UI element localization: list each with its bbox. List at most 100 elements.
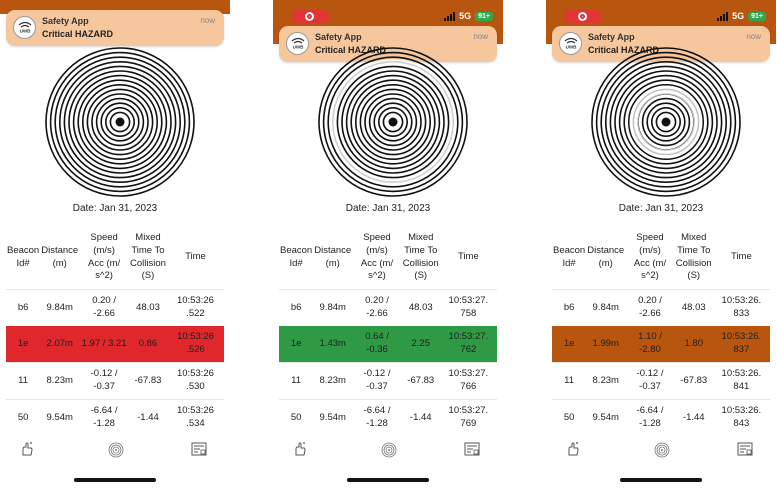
column-header: Mixed Time To Collision (S)	[129, 226, 167, 290]
cell-ttc: -67.83	[401, 362, 440, 400]
cell-id: 11	[552, 362, 587, 400]
hand-pointer-icon[interactable]	[20, 442, 34, 461]
column-header-line: (m/s)	[93, 244, 115, 256]
column-header-line: Collision	[675, 257, 712, 269]
target-ring	[86, 88, 154, 156]
receipt-icon[interactable]	[191, 442, 207, 461]
status-right: 5G 91+	[444, 11, 493, 21]
cell-speed: 1.10 / -2.80	[638, 331, 662, 355]
phone-screen: 5G 91+ UWB Safety App Critical HAZARD now Date…	[546, 0, 776, 494]
column-header-line: Distance	[41, 244, 79, 256]
radar-icon[interactable]	[108, 442, 124, 463]
table-row[interactable]: 11 8.23m -0.12 / -0.37 -67.83 10:53:27. 766	[279, 362, 497, 400]
target-ring	[595, 51, 737, 193]
cell-distance: 2.07m	[46, 337, 73, 349]
radar-icon[interactable]	[654, 442, 670, 463]
column-header-line: Speed	[363, 231, 391, 243]
notification-app-name: Safety App	[588, 32, 635, 42]
battery-badge: 91+	[748, 11, 766, 21]
column-header: Time	[167, 226, 224, 290]
beacon-table: Beacon Id# Distance (m) Speed (m/s) Acc (m/s^2…	[279, 226, 497, 436]
record-icon	[578, 12, 587, 21]
column-header-line: Id#	[289, 257, 303, 269]
hazard-notification[interactable]: UWB Safety App Critical HAZARD now	[552, 26, 770, 62]
cell-ttc: -67.83	[129, 362, 167, 400]
target-ring	[336, 65, 450, 179]
cell-distance: 9.84m	[313, 289, 353, 326]
proximity-target	[318, 47, 468, 197]
column-header-line: s^2)	[95, 270, 113, 282]
target-ring	[600, 56, 732, 188]
cell-speed: -0.12 / -0.37	[79, 362, 130, 400]
column-header-line: Acc (m/	[88, 257, 121, 269]
radar-icon[interactable]	[381, 442, 397, 463]
cell-ttc: 48.03	[401, 289, 440, 326]
target-ring	[359, 88, 427, 156]
hand-pointer-icon[interactable]	[566, 442, 580, 461]
hand-pointer-icon[interactable]	[293, 442, 307, 461]
cell-speed: 0.20 / -2.66	[352, 289, 402, 326]
battery-badge: 91+	[475, 11, 493, 21]
column-header-line: (m)	[325, 257, 340, 269]
table-row[interactable]: 1e 1.99m 1.10 / -2.80 1.80 10:53:26. 837	[552, 326, 770, 363]
hazard-notification[interactable]: UWB Safety App Critical HAZARD now	[279, 26, 497, 62]
record-icon	[305, 12, 314, 21]
target-ring	[382, 111, 404, 133]
target-ring	[68, 70, 172, 174]
target-ring	[81, 83, 159, 161]
table-row[interactable]: b6 9.84m 0.20 / -2.66 48.03 10:53:26 .522	[6, 289, 224, 326]
receipt-icon[interactable]	[464, 442, 480, 461]
column-header: Speed (m/s) Acc (m/s^2)	[79, 226, 129, 290]
cell-distance: 8.23m	[586, 362, 626, 400]
cell-distance: 9.84m	[586, 289, 626, 326]
target-ring	[58, 60, 182, 184]
target-ring	[627, 83, 705, 161]
beacon-table: Beacon Id# Distance (m) Speed (m/s) Acc (m/s^2…	[552, 226, 770, 436]
safety-app-icon: UWB	[286, 32, 309, 55]
cell-time: 10:53:27. 758	[439, 289, 497, 326]
table-row[interactable]: b6 9.84m 0.20 / -2.66 48.03 10:53:26. 833	[552, 289, 770, 326]
target-ring	[91, 93, 149, 151]
cell-id: 1e	[563, 337, 575, 349]
phone-screen: 5G 91+ UWB Safety App Critical HAZARD now Date…	[273, 0, 503, 494]
column-header-line: Time To	[677, 244, 711, 256]
uwb-logo-text: UWB	[20, 29, 31, 34]
home-indicator[interactable]	[620, 478, 702, 482]
table-row[interactable]: 50 9.54m -6.64 / -1.28 -1.44 10:53:26. 843	[552, 399, 770, 436]
target-ring	[341, 70, 445, 174]
cell-speed: 0.64 / -0.36	[365, 331, 389, 355]
column-header-line: Collision	[130, 257, 166, 269]
date-label: Date: Jan 31, 2023	[72, 203, 158, 214]
column-header-line: (m)	[52, 257, 67, 269]
target-ring	[373, 102, 413, 142]
target-ring	[354, 83, 432, 161]
table-row[interactable]: 1e 1.43m 0.64 / -0.36 2.25 10:53:27. 762	[279, 326, 497, 363]
table-row[interactable]: 11 8.23m -0.12 / -0.37 -67.83 10:53:26 .530	[6, 362, 224, 400]
table-row[interactable]: 1e 2.07m 1.97 / 3.21 0.86 10:53:26 .526	[6, 326, 224, 363]
table-row[interactable]: b6 9.84m 0.20 / -2.66 48.03 10:53:27. 758	[279, 289, 497, 326]
target-ring	[609, 65, 723, 179]
column-header: Beacon Id#	[6, 226, 40, 290]
target-ring	[63, 65, 177, 179]
table-header-row: Beacon Id# Distance (m) Speed (m/s) Acc (m/s^2…	[279, 226, 497, 290]
home-indicator[interactable]	[74, 478, 156, 482]
column-header-line: Collision	[402, 257, 439, 269]
column-header-line: Id#	[562, 257, 576, 269]
uwb-logo-text: UWB	[293, 45, 304, 50]
table-row[interactable]: 50 9.54m -6.64 / -1.28 -1.44 10:53:27. 769	[279, 399, 497, 436]
target-ring	[327, 56, 459, 188]
proximity-target	[591, 47, 741, 197]
hazard-notification[interactable]: UWB Safety App Critical HAZARD now	[6, 10, 224, 46]
notification-time: now	[473, 32, 488, 41]
receipt-icon[interactable]	[737, 442, 753, 461]
table-row[interactable]: 50 9.54m -6.64 / -1.28 -1.44 10:53:26 .534	[6, 399, 224, 436]
bottom-nav	[273, 438, 503, 464]
cell-distance: 9.54m	[40, 399, 80, 436]
target-ring	[614, 70, 718, 174]
notification-message: Critical HAZARD	[588, 45, 660, 55]
home-indicator[interactable]	[347, 478, 429, 482]
notification-message: Critical HAZARD	[315, 45, 387, 55]
column-header-line: Speed	[636, 231, 664, 243]
table-row[interactable]: 11 8.23m -0.12 / -0.37 -67.83 10:53:26. 841	[552, 362, 770, 400]
cell-distance: 9.54m	[313, 399, 353, 436]
